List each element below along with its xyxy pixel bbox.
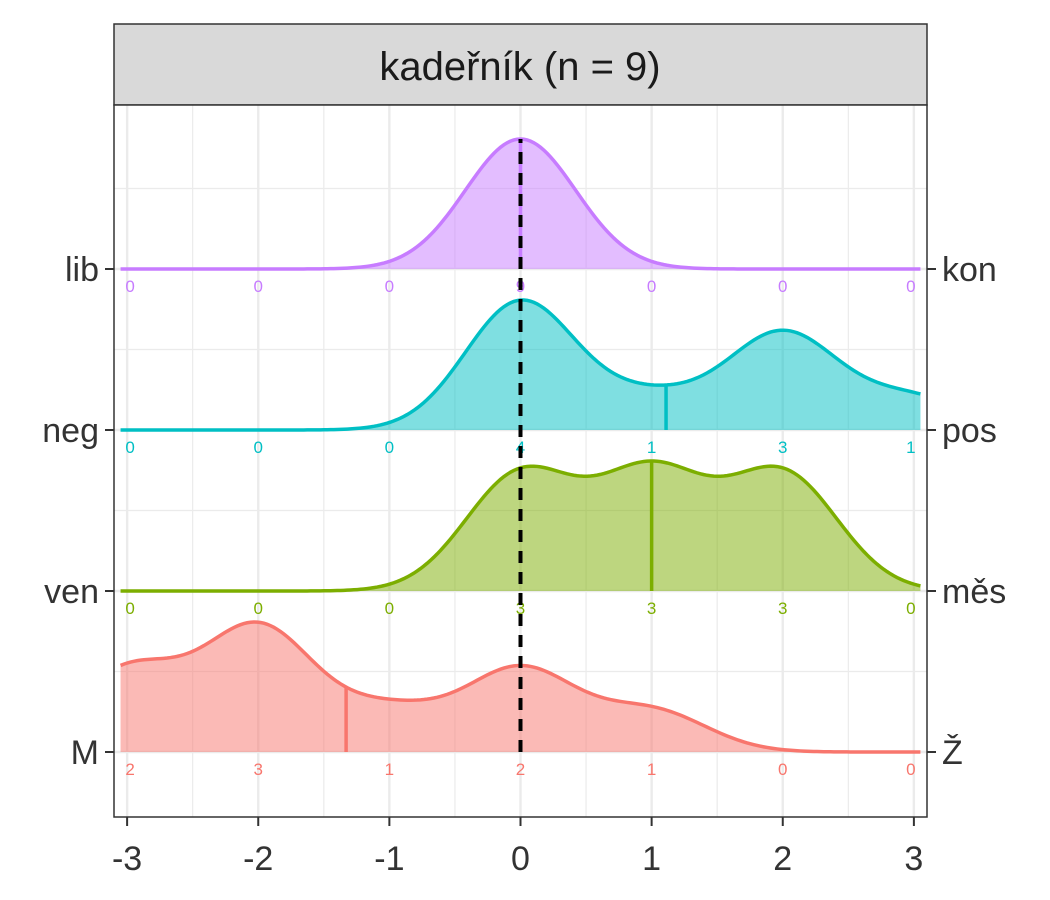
x-tick-label: 1 [642,840,661,878]
count-label: 1 [647,438,656,457]
y-label-right: měs [942,573,1006,611]
count-label: 0 [385,438,394,457]
x-tick-label: -2 [243,840,273,878]
count-label: 1 [647,760,656,779]
facet-strip [113,23,928,106]
count-label: 2 [516,760,525,779]
count-label: 0 [385,599,394,618]
x-tick-label: 0 [511,840,530,878]
count-label: 3 [778,438,787,457]
count-label: 0 [125,277,134,296]
count-label: 0 [254,438,263,457]
chart-title: kadeřník (n = 9) [379,45,660,89]
y-label-left: lib [65,251,99,289]
count-label: 3 [778,599,787,618]
count-label: 0 [385,277,394,296]
count-label: 0 [906,599,915,618]
count-label: 1 [385,760,394,779]
count-label: 0 [125,438,134,457]
count-label: 3 [516,599,525,618]
count-label: 0 [647,277,656,296]
count-label: 3 [647,599,656,618]
count-label: 0 [778,277,787,296]
y-label-left: M [71,734,99,772]
x-tick-label: -3 [112,840,142,878]
count-label: 0 [254,277,263,296]
y-label-left: neg [42,412,99,450]
y-label-right: kon [942,251,997,289]
count-label: 1 [906,438,915,457]
x-tick-label: 3 [904,840,923,878]
y-label-right: Ž [942,734,963,772]
count-label: 0 [125,599,134,618]
y-label-left: ven [44,573,99,611]
count-label: 0 [254,599,263,618]
count-label: 0 [906,760,915,779]
count-label: 0 [906,277,915,296]
x-tick-label: 2 [773,840,792,878]
count-label: 0 [778,760,787,779]
x-axis: -3 -2 -1 0 1 2 3 [112,817,923,878]
count-label: 3 [254,760,263,779]
y-label-right: pos [942,412,997,450]
count-label: 2 [125,760,134,779]
x-tick-label: -1 [374,840,404,878]
ridge-area [120,461,921,591]
